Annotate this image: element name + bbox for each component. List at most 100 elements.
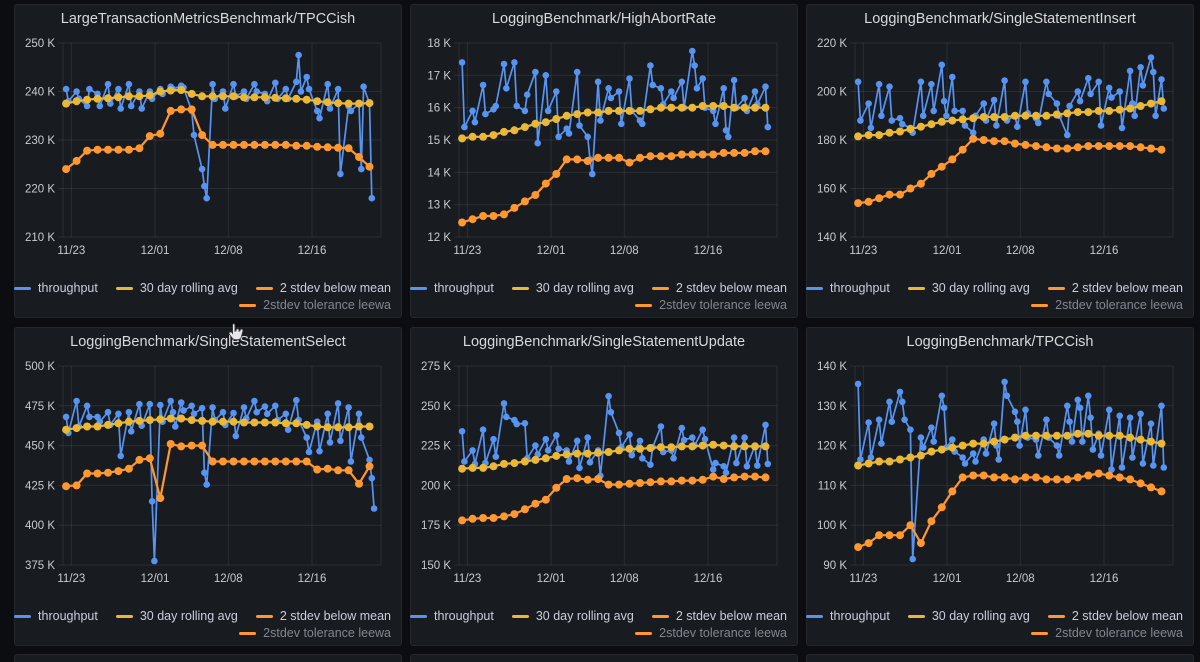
- chart-canvas[interactable]: 220 K 200 K 180 K 160 K 140 K11/23 12/01 12/08…: [815, 33, 1187, 259]
- svg-text:12/01: 12/01: [537, 573, 566, 585]
- svg-text:12/01: 12/01: [537, 245, 566, 257]
- series-color-dash: [410, 286, 428, 290]
- svg-text:400 K: 400 K: [25, 520, 55, 532]
- svg-text:12/08: 12/08: [610, 573, 639, 585]
- panel-large-transaction-metrics-tpccish[interactable]: LargeTransactionMetricsBenchmark/TPCCish…: [14, 4, 402, 318]
- legend-item-2-stdev-below-mean[interactable]: 2 stdev below mean: [1047, 281, 1183, 295]
- svg-text:450 K: 450 K: [25, 441, 55, 453]
- svg-text:375 K: 375 K: [25, 560, 55, 572]
- svg-text:110 K: 110 K: [818, 480, 848, 492]
- panel-title[interactable]: LoggingBenchmark/SingleStatementUpdate: [462, 334, 746, 350]
- legend-row: 2stdev tolerance leewa: [1031, 298, 1183, 312]
- legend-item-throughput[interactable]: throughput: [806, 281, 890, 295]
- panel-logging-single-statement-update[interactable]: LoggingBenchmark/SingleStatementUpdate 2…: [410, 327, 798, 646]
- panel-title[interactable]: LoggingBenchmark/HighAbortRate: [491, 11, 717, 27]
- svg-text:12/08: 12/08: [214, 573, 243, 585]
- legend-item-2stdev-tolerance-leewa[interactable]: 2stdev tolerance leewa: [1031, 298, 1183, 312]
- legend-row: throughput 30 day rolling avg 2 stdev belo…: [806, 281, 1183, 295]
- svg-text:12/01: 12/01: [141, 245, 170, 257]
- svg-text:12 K: 12 K: [427, 232, 451, 244]
- panel-partial[interactable]: [14, 654, 402, 662]
- svg-text:12/01: 12/01: [933, 245, 962, 257]
- legend-item-30-day-rolling-avg[interactable]: 30 day rolling avg: [115, 281, 238, 295]
- svg-text:150 K: 150 K: [421, 560, 451, 572]
- timeseries-chart[interactable]: 500 K 475 K 450 K 425 K 400 K 375 K 11/23 12/01…: [23, 356, 395, 587]
- legend-row: throughput 30 day rolling avg 2 stdev belo…: [410, 281, 787, 295]
- panel-title[interactable]: LoggingBenchmark/TPCCish: [906, 334, 1094, 350]
- legend-label: 2 stdev below mean: [1071, 609, 1183, 623]
- svg-text:140 K: 140 K: [817, 232, 847, 244]
- legend-row: 2stdev tolerance leewa: [635, 626, 787, 640]
- legend-label: 2stdev tolerance leewa: [659, 298, 787, 312]
- panel-title[interactable]: LargeTransactionMetricsBenchmark/TPCCish: [60, 11, 356, 27]
- legend-item-2stdev-tolerance-leewa[interactable]: 2stdev tolerance leewa: [239, 298, 391, 312]
- legend-item-2-stdev-below-mean[interactable]: 2 stdev below mean: [1047, 609, 1183, 623]
- legend-item-throughput[interactable]: throughput: [410, 609, 494, 623]
- panel-logging-single-statement-select[interactable]: LoggingBenchmark/SingleStatementSelect 5…: [14, 327, 402, 646]
- legend-row: 2stdev tolerance leewa: [239, 298, 391, 312]
- svg-text:275 K: 275 K: [421, 361, 451, 373]
- svg-text:220 K: 220 K: [25, 184, 55, 196]
- svg-text:500 K: 500 K: [25, 361, 55, 373]
- series-color-dash: [806, 286, 824, 290]
- series-color-dash: [115, 614, 133, 618]
- series-color-dash: [1031, 303, 1049, 307]
- legend-label: throughput: [38, 281, 98, 295]
- svg-text:17 K: 17 K: [427, 70, 451, 82]
- svg-text:230 K: 230 K: [25, 135, 55, 147]
- series-color-dash: [14, 614, 32, 618]
- legend-item-2-stdev-below-mean[interactable]: 2 stdev below mean: [651, 281, 787, 295]
- legend-item-throughput[interactable]: throughput: [806, 609, 890, 623]
- chart-canvas[interactable]: 275 K 250 K 225 K 200 K 175 K 150 K11/23 12/01…: [419, 356, 791, 587]
- timeseries-chart[interactable]: 220 K 200 K 180 K 160 K 140 K 11/23 12/01 12/08…: [815, 33, 1187, 259]
- legend-item-2-stdev-below-mean[interactable]: 2 stdev below mean: [255, 281, 391, 295]
- legend-item-throughput[interactable]: throughput: [410, 281, 494, 295]
- panel-logging-high-abort-rate[interactable]: LoggingBenchmark/HighAbortRate 18 K 17 K 1…: [410, 4, 798, 318]
- panel-logging-single-statement-insert[interactable]: LoggingBenchmark/SingleStatementInsert 2…: [806, 4, 1194, 318]
- timeseries-chart[interactable]: 140 K 130 K 120 K 110 K 100 K 90 K 11/23 12/01 1…: [815, 356, 1187, 587]
- chart-canvas[interactable]: 140 K 130 K 120 K 110 K 100 K 90 K11/23 12/01 1…: [815, 356, 1187, 587]
- svg-text:12/16: 12/16: [298, 573, 327, 585]
- legend-item-30-day-rolling-avg[interactable]: 30 day rolling avg: [907, 281, 1030, 295]
- panel-title[interactable]: LoggingBenchmark/SingleStatementInsert: [864, 11, 1136, 27]
- legend-item-30-day-rolling-avg[interactable]: 30 day rolling avg: [511, 609, 634, 623]
- svg-text:11/23: 11/23: [57, 245, 85, 257]
- svg-text:12/08: 12/08: [214, 245, 243, 257]
- panel-partial[interactable]: [410, 654, 798, 662]
- legend-item-2stdev-tolerance-leewa[interactable]: 2stdev tolerance leewa: [635, 298, 787, 312]
- svg-text:250 K: 250 K: [421, 401, 451, 413]
- chart-canvas[interactable]: 18 K 17 K 16 K 15 K 14 K 13 K 12 K11/23 12/01 12…: [419, 33, 791, 259]
- legend-item-30-day-rolling-avg[interactable]: 30 day rolling avg: [907, 609, 1030, 623]
- timeseries-chart[interactable]: 275 K 250 K 225 K 200 K 175 K 150 K 11/23 12/01…: [419, 356, 791, 587]
- legend-item-2stdev-tolerance-leewa[interactable]: 2stdev tolerance leewa: [239, 626, 391, 640]
- chart-canvas[interactable]: 250 K 240 K 230 K 220 K 210 K11/23 12/01 12/08…: [23, 33, 395, 259]
- legend-label: 2 stdev below mean: [675, 609, 787, 623]
- legend-item-throughput[interactable]: throughput: [14, 281, 98, 295]
- legend-item-2-stdev-below-mean[interactable]: 2 stdev below mean: [651, 609, 787, 623]
- series-color-dash: [651, 286, 669, 290]
- legend-item-2stdev-tolerance-leewa[interactable]: 2stdev tolerance leewa: [1031, 626, 1183, 640]
- panel-title[interactable]: LoggingBenchmark/SingleStatementSelect: [70, 334, 346, 350]
- legend-label: 2 stdev below mean: [279, 281, 391, 295]
- svg-text:12/16: 12/16: [1090, 573, 1119, 585]
- timeseries-chart[interactable]: 250 K 240 K 230 K 220 K 210 K 11/23 12/01 12/08…: [23, 33, 395, 259]
- series-color-dash: [511, 614, 529, 618]
- svg-text:225 K: 225 K: [421, 441, 451, 453]
- legend-item-30-day-rolling-avg[interactable]: 30 day rolling avg: [115, 609, 238, 623]
- timeseries-chart[interactable]: 18 K 17 K 16 K 15 K 14 K 13 K 12 K 11/23 12/01 12…: [419, 33, 791, 259]
- chart-canvas[interactable]: 500 K 475 K 450 K 425 K 400 K 375 K11/23 12/01…: [23, 356, 395, 587]
- legend-item-2-stdev-below-mean[interactable]: 2 stdev below mean: [255, 609, 391, 623]
- svg-text:12/16: 12/16: [694, 245, 723, 257]
- panel-partial[interactable]: [806, 654, 1194, 662]
- series-color-dash: [255, 286, 273, 290]
- panel-logging-tpccish[interactable]: LoggingBenchmark/TPCCish 140 K 130 K 120 K…: [806, 327, 1194, 646]
- svg-text:180 K: 180 K: [817, 135, 847, 147]
- svg-text:120 K: 120 K: [817, 441, 847, 453]
- svg-text:18 K: 18 K: [427, 38, 451, 50]
- series-color-dash: [635, 631, 653, 635]
- legend-item-2stdev-tolerance-leewa[interactable]: 2stdev tolerance leewa: [635, 626, 787, 640]
- legend-item-throughput[interactable]: throughput: [14, 609, 98, 623]
- svg-text:11/23: 11/23: [453, 573, 481, 585]
- legend-item-30-day-rolling-avg[interactable]: 30 day rolling avg: [511, 281, 634, 295]
- legend-label: 30 day rolling avg: [535, 281, 634, 295]
